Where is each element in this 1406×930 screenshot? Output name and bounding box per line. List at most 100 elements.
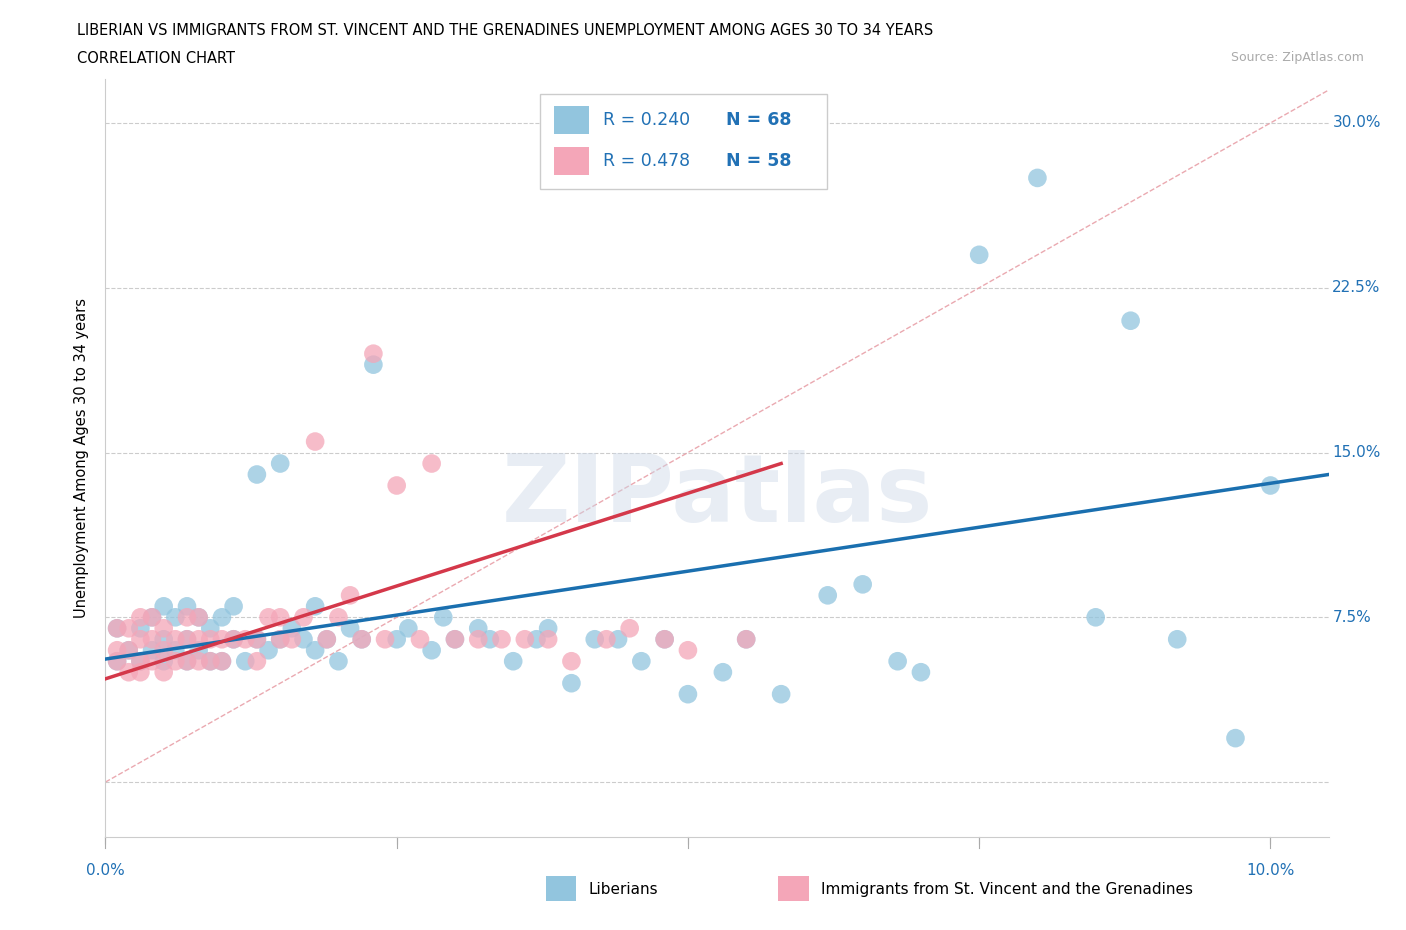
Point: [118, 665, 141, 680]
Point: [583, 631, 606, 646]
Y-axis label: Unemployment Among Ages 30 to 34 years: Unemployment Among Ages 30 to 34 years: [75, 298, 90, 618]
Point: [187, 654, 209, 669]
Text: 7.5%: 7.5%: [1333, 610, 1371, 625]
Point: [502, 654, 524, 669]
Point: [246, 631, 269, 646]
Point: [654, 631, 676, 646]
Text: N = 68: N = 68: [725, 111, 792, 129]
Point: [817, 588, 839, 603]
Point: [141, 610, 163, 625]
Point: [363, 357, 385, 372]
Text: Liberians: Liberians: [589, 882, 658, 897]
Point: [269, 631, 291, 646]
Point: [187, 631, 209, 646]
Point: [537, 631, 560, 646]
Point: [1119, 313, 1142, 328]
Point: [176, 654, 198, 669]
Point: [374, 631, 396, 646]
FancyBboxPatch shape: [540, 94, 827, 189]
Point: [339, 588, 361, 603]
Text: 10.0%: 10.0%: [1246, 863, 1295, 878]
Point: [607, 631, 630, 646]
Point: [910, 665, 932, 680]
Point: [770, 686, 793, 701]
FancyBboxPatch shape: [546, 876, 576, 901]
Point: [467, 621, 489, 636]
Point: [304, 643, 326, 658]
Point: [176, 654, 198, 669]
Text: 30.0%: 30.0%: [1333, 115, 1381, 130]
Point: [304, 434, 326, 449]
Point: [526, 631, 548, 646]
Point: [363, 346, 385, 361]
Point: [735, 631, 758, 646]
Text: LIBERIAN VS IMMIGRANTS FROM ST. VINCENT AND THE GRENADINES UNEMPLOYMENT AMONG AG: LIBERIAN VS IMMIGRANTS FROM ST. VINCENT …: [77, 23, 934, 38]
Point: [165, 654, 187, 669]
Point: [619, 621, 641, 636]
Point: [292, 631, 315, 646]
Point: [537, 621, 560, 636]
Text: 0.0%: 0.0%: [86, 863, 125, 878]
Point: [200, 621, 222, 636]
Point: [350, 631, 373, 646]
Point: [211, 654, 233, 669]
Point: [105, 654, 128, 669]
Text: 22.5%: 22.5%: [1333, 280, 1381, 295]
Point: [257, 610, 280, 625]
Text: N = 58: N = 58: [725, 152, 792, 170]
Point: [491, 631, 513, 646]
Point: [105, 643, 128, 658]
Point: [211, 631, 233, 646]
Point: [281, 631, 304, 646]
Point: [152, 621, 174, 636]
Point: [560, 654, 582, 669]
FancyBboxPatch shape: [554, 147, 589, 176]
Point: [304, 599, 326, 614]
Point: [152, 599, 174, 614]
Point: [292, 610, 315, 625]
Point: [886, 654, 908, 669]
Point: [105, 621, 128, 636]
Point: [165, 631, 187, 646]
Point: [222, 631, 245, 646]
Point: [396, 621, 419, 636]
Point: [187, 643, 209, 658]
Text: ZIPatlas: ZIPatlas: [502, 450, 932, 542]
Point: [118, 643, 141, 658]
Point: [152, 654, 174, 669]
Point: [141, 631, 163, 646]
Point: [105, 654, 128, 669]
Point: [129, 654, 152, 669]
Point: [350, 631, 373, 646]
Point: [152, 643, 174, 658]
Point: [385, 478, 408, 493]
Point: [118, 621, 141, 636]
Point: [654, 631, 676, 646]
Point: [200, 654, 222, 669]
Point: [141, 654, 163, 669]
Point: [328, 654, 350, 669]
Text: 15.0%: 15.0%: [1333, 445, 1381, 460]
Text: Source: ZipAtlas.com: Source: ZipAtlas.com: [1230, 51, 1364, 64]
Point: [420, 643, 443, 658]
Point: [141, 643, 163, 658]
Point: [187, 610, 209, 625]
Text: CORRELATION CHART: CORRELATION CHART: [77, 51, 235, 66]
Text: Immigrants from St. Vincent and the Grenadines: Immigrants from St. Vincent and the Gren…: [821, 882, 1194, 897]
Point: [315, 631, 337, 646]
Point: [560, 676, 582, 691]
Point: [200, 654, 222, 669]
Point: [129, 621, 152, 636]
Point: [676, 686, 699, 701]
Point: [246, 654, 269, 669]
Point: [165, 643, 187, 658]
Point: [129, 631, 152, 646]
Point: [444, 631, 467, 646]
Point: [176, 610, 198, 625]
Point: [176, 631, 198, 646]
Point: [105, 621, 128, 636]
Point: [852, 577, 875, 591]
FancyBboxPatch shape: [779, 876, 808, 901]
Point: [222, 631, 245, 646]
Point: [281, 621, 304, 636]
